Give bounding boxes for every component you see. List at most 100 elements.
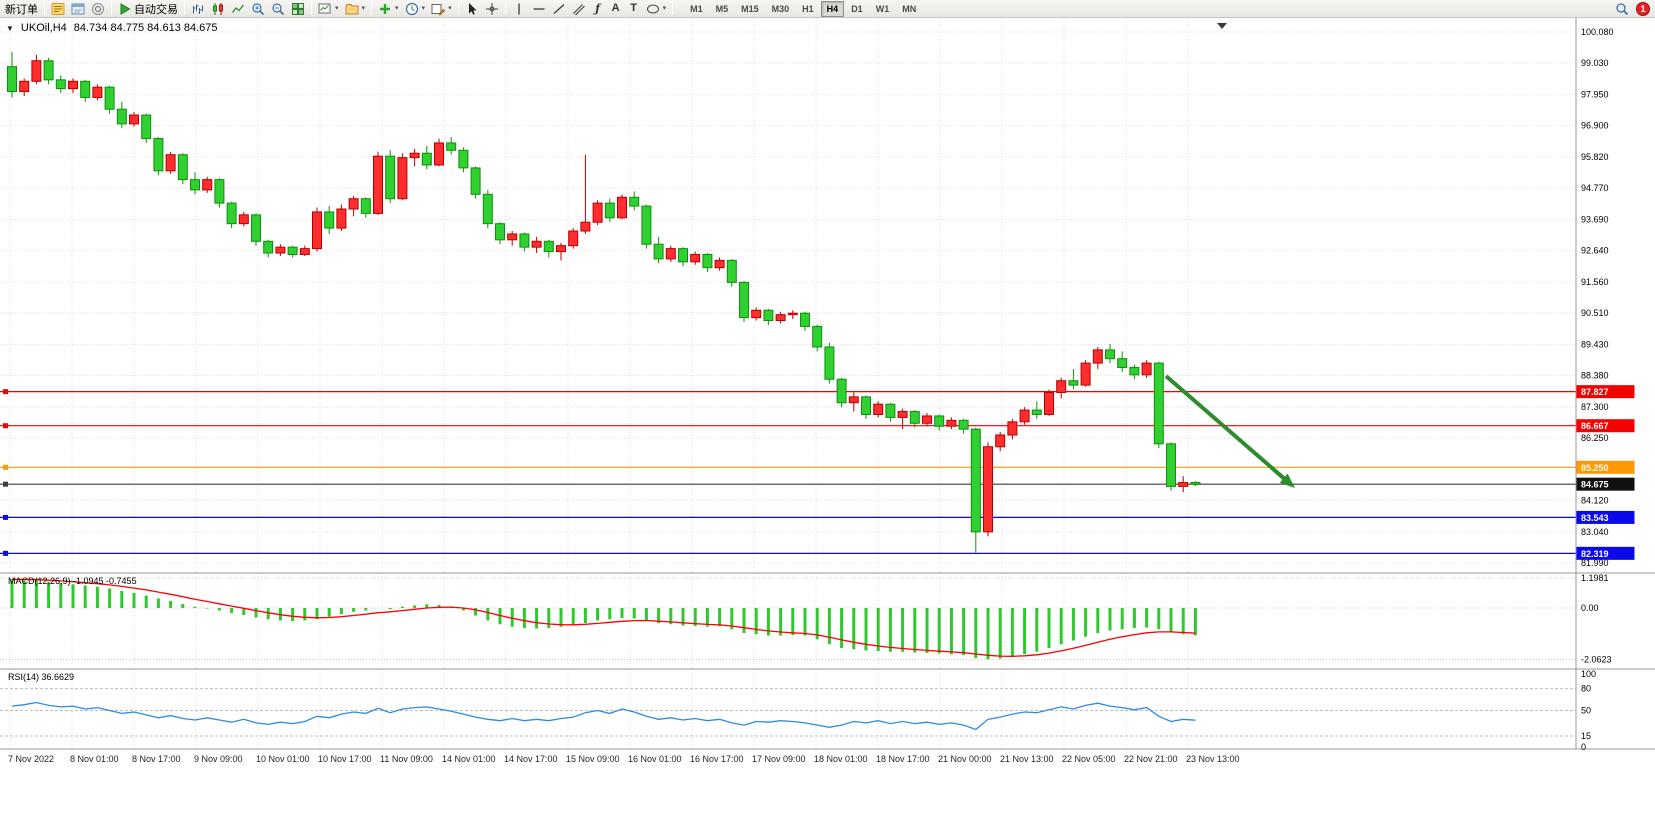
- price-axis[interactable]: 100.080 99.030 97.950 96.900 95.820 94.770 93.…: [1576, 27, 1635, 752]
- zoom-out-button[interactable]: [268, 1, 288, 17]
- candlestick-series: [7, 51, 1201, 553]
- main-toolbar: 新订单 自: [0, 0, 1655, 18]
- toolbar-separator: [44, 2, 45, 15]
- svg-text:14 Nov 01:00: 14 Nov 01:00: [442, 754, 496, 764]
- svg-text:10 Nov 01:00: 10 Nov 01:00: [256, 754, 310, 764]
- indicators-button[interactable]: ▾: [375, 1, 402, 17]
- toolbar-separator: [111, 2, 112, 15]
- svg-text:18 Nov 01:00: 18 Nov 01:00: [814, 754, 868, 764]
- time-axis[interactable]: 7 Nov 2022 8 Nov 01:00 8 Nov 17:00 9 Nov 09…: [8, 754, 1240, 764]
- timeframe-button-m1[interactable]: M1: [684, 1, 709, 17]
- dropdown-arrow-icon: ▾: [335, 5, 339, 12]
- new-order-button[interactable]: 新订单: [2, 1, 41, 17]
- data-window-button[interactable]: [68, 1, 88, 17]
- vertical-line-icon: [517, 3, 520, 14]
- timeframe-button-mn[interactable]: MN: [896, 1, 922, 17]
- trendline-icon: [553, 3, 565, 14]
- rsi-panel: RSI(14) 36.6629: [8, 672, 1196, 731]
- svg-text:84.120: 84.120: [1581, 495, 1609, 505]
- chart-background: [0, 18, 1655, 820]
- svg-text:15: 15: [1581, 731, 1591, 741]
- svg-text:90.510: 90.510: [1581, 308, 1609, 318]
- trend-arrow[interactable]: [1164, 374, 1295, 488]
- svg-text:1.1981: 1.1981: [1581, 573, 1609, 583]
- svg-text:22 Nov 05:00: 22 Nov 05:00: [1062, 754, 1116, 764]
- navigator-button[interactable]: [88, 1, 108, 17]
- svg-text:86.667: 86.667: [1581, 421, 1609, 431]
- text-label-button[interactable]: T: [625, 1, 643, 17]
- chart-shift-marker[interactable]: [1217, 23, 1227, 29]
- rsi-label: RSI(14) 36.6629: [8, 672, 74, 682]
- price-badge: [1576, 385, 1635, 399]
- notification-badge[interactable]: 1: [1636, 1, 1650, 16]
- timeframe-button-d1[interactable]: D1: [845, 1, 869, 17]
- chart-line-button[interactable]: [228, 1, 248, 17]
- shapes-ellipse-icon: [646, 4, 659, 13]
- svg-text:95.820: 95.820: [1581, 152, 1609, 162]
- timeframe-button-h1[interactable]: H1: [796, 1, 820, 17]
- toolbar-separator: [311, 2, 312, 15]
- new-chart-button[interactable]: ▾: [315, 1, 342, 17]
- profiles-folder-icon: [345, 3, 359, 14]
- svg-text:83.543: 83.543: [1581, 513, 1609, 523]
- toolbar-separator: [504, 2, 506, 15]
- svg-text:100.080: 100.080: [1581, 27, 1614, 37]
- market-watch-button[interactable]: [48, 1, 68, 17]
- svg-text:80: 80: [1581, 684, 1591, 694]
- periods-button[interactable]: ▾: [402, 1, 429, 17]
- price-level-lines[interactable]: [0, 389, 1576, 556]
- timeframe-button-m30[interactable]: M30: [766, 1, 796, 17]
- fibonacci-button[interactable]: ƒ: [589, 1, 607, 17]
- new-chart-icon: [318, 3, 331, 13]
- svg-text:8 Nov 01:00: 8 Nov 01:00: [70, 754, 119, 764]
- clock-icon: [405, 2, 418, 15]
- label-tool-icon: T: [630, 2, 637, 14]
- cursor-button[interactable]: [462, 1, 482, 17]
- vertical-line-button[interactable]: [509, 1, 529, 17]
- tile-windows-button[interactable]: [288, 1, 308, 17]
- window-menu-icon[interactable]: ▼: [6, 23, 14, 33]
- svg-text:93.690: 93.690: [1581, 215, 1609, 225]
- chart-canvas[interactable]: MACD(12,26,9) -1.0945 -0.7455 RSI(14) 36.…: [0, 18, 1655, 820]
- svg-text:14 Nov 17:00: 14 Nov 17:00: [504, 754, 558, 764]
- chart-ohlc-values: 84.734 84.775 84.613 84.675: [73, 22, 218, 34]
- svg-text:11 Nov 09:00: 11 Nov 09:00: [380, 754, 433, 764]
- text-tool-icon: A: [611, 2, 620, 14]
- chart-header: ▼ UKOil,H4 84.734 84.775 84.613 84.675: [6, 22, 218, 34]
- shapes-button[interactable]: ▾: [643, 1, 670, 17]
- svg-text:82.319: 82.319: [1581, 549, 1609, 559]
- channel-button[interactable]: [569, 1, 589, 17]
- svg-text:87.300: 87.300: [1581, 402, 1609, 412]
- svg-text:97.950: 97.950: [1581, 90, 1609, 100]
- chart-bar-button[interactable]: [188, 1, 208, 17]
- text-button[interactable]: A: [607, 1, 625, 17]
- svg-text:18 Nov 17:00: 18 Nov 17:00: [876, 754, 930, 764]
- search-icon: [1616, 2, 1629, 15]
- price-badge: [1576, 546, 1635, 560]
- search-button[interactable]: [1612, 1, 1632, 17]
- svg-text:88.380: 88.380: [1581, 370, 1609, 380]
- crosshair-button[interactable]: [482, 1, 502, 17]
- autotrading-button[interactable]: 自动交易: [115, 1, 181, 17]
- timeframe-button-m15[interactable]: M15: [735, 1, 765, 17]
- svg-text:15 Nov 09:00: 15 Nov 09:00: [566, 754, 620, 764]
- trendline-button[interactable]: [549, 1, 569, 17]
- zoom-out-icon: [272, 2, 285, 15]
- chart-candlestick-button[interactable]: [208, 1, 228, 17]
- svg-text:21 Nov 13:00: 21 Nov 13:00: [1000, 754, 1054, 764]
- chart-profiles-button[interactable]: ▾: [342, 1, 369, 17]
- svg-text:0.00: 0.00: [1581, 603, 1599, 613]
- timeframe-button-h4[interactable]: H4: [820, 0, 845, 17]
- horizontal-line-button[interactable]: [529, 1, 549, 17]
- timeframe-button-w1[interactable]: W1: [870, 1, 896, 17]
- svg-text:10 Nov 17:00: 10 Nov 17:00: [318, 754, 372, 764]
- svg-text:8 Nov 17:00: 8 Nov 17:00: [132, 754, 181, 764]
- svg-text:100: 100: [1581, 669, 1596, 679]
- templates-button[interactable]: ▾: [428, 1, 455, 17]
- svg-text:84.675: 84.675: [1581, 480, 1609, 490]
- svg-text:89.430: 89.430: [1581, 340, 1609, 350]
- dropdown-arrow-icon: ▾: [662, 5, 667, 12]
- svg-text:86.250: 86.250: [1581, 433, 1609, 443]
- timeframe-button-m5[interactable]: M5: [710, 1, 735, 17]
- zoom-in-button[interactable]: [248, 1, 268, 17]
